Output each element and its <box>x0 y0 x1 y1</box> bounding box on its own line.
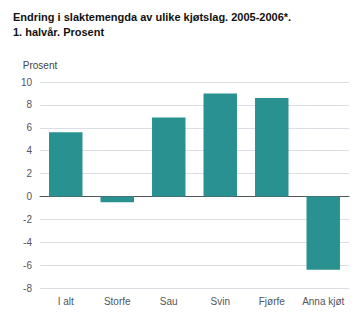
svg-text:Storfe: Storfe <box>104 296 131 307</box>
svg-text:-2: -2 <box>23 214 32 225</box>
svg-text:Prosent: Prosent <box>23 60 58 71</box>
svg-text:Anna kjøt: Anna kjøt <box>302 296 344 307</box>
svg-text:10: 10 <box>21 77 33 88</box>
svg-text:I alt: I alt <box>58 296 74 307</box>
svg-text:-8: -8 <box>23 283 32 294</box>
svg-text:0: 0 <box>26 191 32 202</box>
svg-text:4: 4 <box>26 145 32 156</box>
svg-text:Endring i slaktemengda av ulik: Endring i slaktemengda av ulike kjøtslag… <box>13 11 291 23</box>
svg-text:Sau: Sau <box>160 296 178 307</box>
svg-text:Fjørfe: Fjørfe <box>259 296 286 307</box>
svg-text:8: 8 <box>26 99 32 110</box>
svg-text:1. halvår. Prosent: 1. halvår. Prosent <box>13 26 104 38</box>
svg-text:6: 6 <box>26 122 32 133</box>
svg-text:-4: -4 <box>23 237 32 248</box>
svg-text:Svin: Svin <box>211 296 230 307</box>
svg-text:-6: -6 <box>23 260 32 271</box>
svg-text:2: 2 <box>26 168 32 179</box>
